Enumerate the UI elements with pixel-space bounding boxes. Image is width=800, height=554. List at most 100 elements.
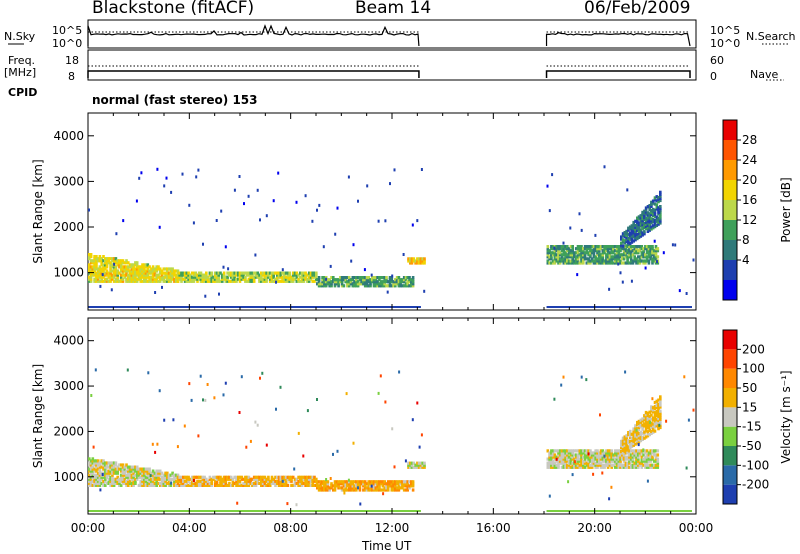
velocity-cell — [112, 467, 116, 471]
power-cell — [558, 247, 562, 251]
power-cell — [583, 255, 587, 259]
power-cell — [553, 249, 557, 253]
power-cell — [553, 257, 557, 261]
velocity-cell — [650, 417, 653, 421]
velocity-cell — [116, 467, 119, 471]
velocity-cell — [326, 482, 330, 486]
power-cell — [546, 255, 550, 259]
velocity-cell — [119, 463, 123, 467]
power-cell — [648, 224, 651, 228]
power-cell — [169, 277, 173, 281]
power-cell — [290, 279, 293, 283]
power-cell — [560, 247, 564, 251]
velocity-cell — [221, 477, 224, 481]
velocity-cell — [649, 421, 652, 424]
velocity-cell — [419, 465, 423, 469]
power-cell — [655, 203, 659, 207]
velocity-cell — [119, 483, 123, 487]
power-cell — [582, 255, 585, 259]
power-cell — [293, 277, 297, 281]
power-cell — [653, 196, 657, 200]
velocity-cell — [382, 492, 385, 496]
power-cell — [641, 210, 644, 214]
velocity-cell — [598, 453, 601, 457]
velocity-cell — [137, 467, 141, 471]
velocity-cell — [644, 451, 647, 455]
velocity-cell — [651, 422, 655, 426]
velocity-cell — [574, 461, 578, 465]
velocity-cell — [196, 475, 199, 479]
velocity-cell — [290, 475, 293, 479]
power-cell — [598, 245, 601, 249]
velocity-cell — [96, 459, 100, 463]
power-cell — [195, 175, 198, 179]
velocity-cell — [352, 441, 355, 445]
velocity-cell — [309, 479, 313, 483]
power-cell — [203, 275, 206, 279]
velocity-cell — [551, 451, 555, 455]
velocity-cell — [615, 459, 619, 463]
velocity-cell — [651, 424, 655, 428]
power-cell — [634, 223, 637, 227]
velocity-cell — [302, 477, 306, 481]
velocity-cell — [167, 479, 171, 483]
power-cell — [307, 275, 311, 279]
power-cell — [645, 255, 649, 259]
power-cell — [628, 237, 632, 241]
velocity-cell — [655, 403, 659, 407]
velocity-cell — [650, 425, 653, 429]
power-cell — [311, 275, 314, 279]
power-cell — [574, 251, 578, 255]
velocity-cell — [406, 484, 409, 488]
power-cell — [629, 251, 633, 255]
power-cell — [626, 188, 629, 192]
power-cell — [625, 236, 628, 240]
velocity-cell — [585, 453, 589, 457]
velocity-cell — [284, 481, 288, 485]
velocity-cell — [394, 482, 397, 486]
power-cell — [102, 259, 105, 263]
velocity-cell — [340, 482, 344, 486]
power-cell — [655, 199, 659, 203]
power-cell — [119, 277, 123, 281]
power-cell — [144, 279, 148, 283]
velocity-cell — [394, 486, 397, 490]
velocity-cell — [592, 463, 596, 467]
power-cell — [583, 251, 587, 255]
nsearch-tick-bottom: 10^0 — [710, 37, 741, 50]
velocity-cell — [212, 475, 215, 479]
velocity-cell — [160, 483, 164, 487]
velocity-cell — [652, 459, 656, 463]
power-cell — [183, 275, 187, 279]
velocity-cell — [659, 405, 662, 409]
velocity-cell — [626, 465, 629, 469]
power-cell — [247, 271, 251, 275]
power-cell — [316, 208, 318, 212]
velocity-cell — [548, 457, 551, 461]
velocity-cell — [620, 445, 623, 450]
power-cell — [96, 269, 100, 273]
velocity-cell — [134, 465, 137, 469]
power-cell — [615, 249, 619, 253]
velocity-cell — [381, 480, 385, 484]
velocity-cell — [617, 451, 621, 455]
power-cell — [629, 245, 633, 249]
velocity-cell — [596, 463, 599, 467]
power-cell — [639, 222, 643, 226]
velocity-cell — [548, 451, 551, 455]
power-cell — [134, 269, 137, 273]
power-cell — [566, 245, 569, 249]
power-cell — [605, 259, 608, 263]
power-cell — [548, 257, 551, 261]
power-cell — [640, 253, 644, 257]
velocity-cell — [606, 463, 610, 467]
power-cell — [650, 227, 653, 231]
velocity-cell — [203, 479, 206, 483]
velocity-cell — [644, 425, 648, 429]
power-cell — [619, 249, 622, 253]
velocity-cell — [562, 375, 565, 379]
velocity-cell — [118, 481, 121, 485]
power-cell — [317, 278, 321, 282]
velocity-cell — [564, 449, 567, 453]
velocity-cell — [640, 463, 644, 467]
